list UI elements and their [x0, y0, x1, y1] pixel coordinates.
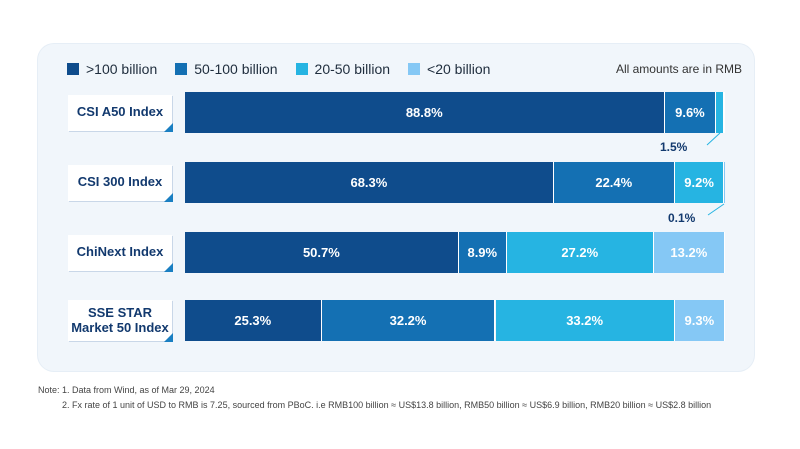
legend-label: >100 billion	[86, 61, 158, 77]
bar-row: 88.8% 9.6%	[185, 92, 726, 133]
bar-segment: 88.8%	[185, 92, 665, 133]
callout-label: 1.5%	[660, 140, 688, 154]
callout-label: 0.1%	[668, 211, 696, 225]
bar-segment: 68.3%	[185, 162, 554, 203]
legend-item: 20-50 billion	[295, 61, 391, 77]
bar-segment: 33.2%	[495, 300, 675, 341]
legend-item: 50-100 billion	[175, 61, 278, 77]
legend-swatch	[175, 63, 188, 75]
legend-label: 20-50 billion	[314, 61, 391, 77]
bar-segment: 25.3%	[185, 300, 322, 341]
legend-label: 50-100 billion	[194, 61, 278, 77]
legend-item: >100 billion	[67, 61, 157, 77]
category-label: CSI 300 Index	[68, 164, 173, 202]
category-label: ChiNext Index	[68, 234, 173, 272]
bar-row: 25.3% 32.2% 33.2% 9.3%	[185, 300, 725, 341]
chart-legend: >100 billion 50-100 billion 20-50 billion <…	[67, 60, 508, 78]
bar-segment: 50.7%	[185, 232, 459, 273]
bar-segment	[724, 162, 726, 203]
bar-row: 68.3% 22.4% 9.2%	[185, 162, 726, 203]
bar-row: 50.7% 8.9% 27.2% 13.2%	[185, 232, 725, 273]
legend-label: <20 billion	[427, 61, 491, 77]
legend-item: <20 billion	[408, 61, 490, 77]
footnote-1: Note: 1. Data from Wind, as of Mar 29, 2…	[38, 385, 215, 395]
bar-segment: 22.4%	[553, 162, 675, 203]
footnote-2: 2. Fx rate of 1 unit of USD to RMB is 7.…	[62, 400, 712, 410]
bar-segment: 9.3%	[674, 300, 725, 341]
unit-note: All amounts are in RMB	[615, 62, 742, 76]
legend-swatch	[295, 63, 308, 75]
bar-segment: 8.9%	[458, 232, 507, 273]
bar-segment	[716, 92, 725, 133]
category-label: CSI A50 Index	[68, 94, 173, 132]
bar-segment: 32.2%	[321, 300, 496, 341]
legend-swatch	[67, 63, 79, 75]
legend-swatch	[408, 63, 421, 75]
category-label: SSE STAR Market 50 Index	[68, 300, 173, 342]
bar-segment: 9.2%	[674, 162, 725, 203]
bar-segment: 9.6%	[664, 92, 717, 133]
bar-segment	[724, 92, 726, 133]
bar-segment: 27.2%	[506, 232, 654, 273]
bar-segment: 13.2%	[653, 232, 725, 273]
